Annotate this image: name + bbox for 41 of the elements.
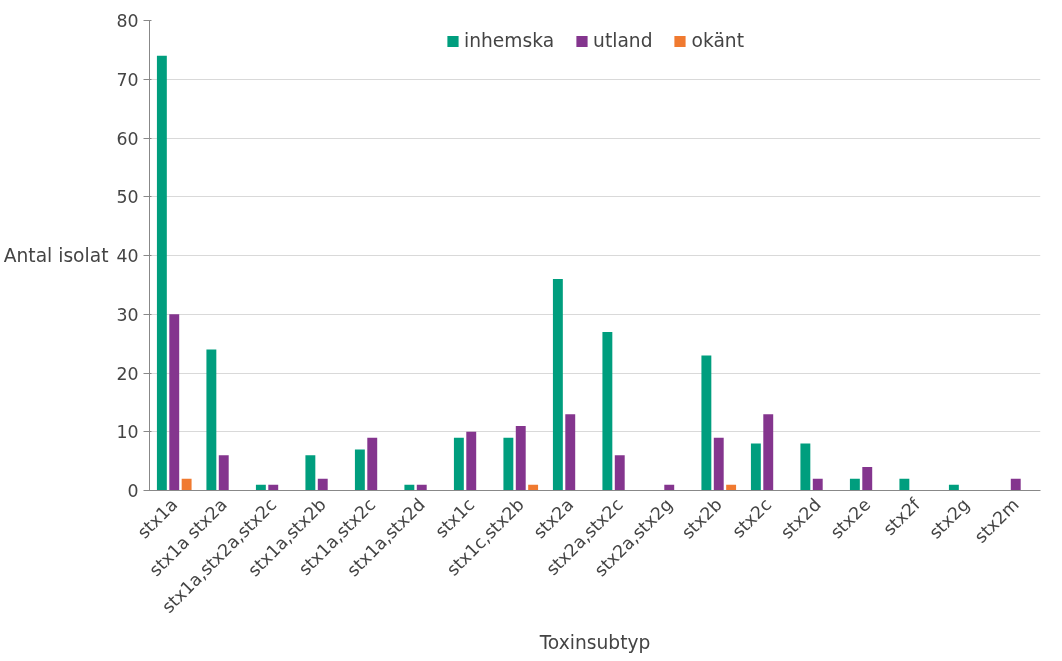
- bar: [453, 437, 464, 491]
- bar: [218, 455, 229, 491]
- bar: [169, 314, 180, 491]
- bar: [206, 349, 217, 491]
- bar: [317, 478, 328, 491]
- bar: [466, 431, 477, 491]
- x-axis-title: Toxinsubtyp: [538, 631, 651, 653]
- bar: [367, 437, 378, 491]
- bar: [763, 414, 774, 491]
- bar: [354, 449, 365, 491]
- y-tick-label: 20: [116, 363, 139, 384]
- legend-label: okänt: [691, 30, 745, 51]
- bar: [713, 437, 724, 491]
- bar: [552, 279, 563, 491]
- bar: [305, 455, 316, 491]
- y-tick-label: 70: [116, 69, 139, 90]
- y-tick-label: 50: [116, 187, 139, 208]
- bar: [156, 55, 167, 491]
- y-tick-label: 80: [116, 11, 139, 31]
- bar: [503, 437, 514, 491]
- bar: [701, 355, 712, 491]
- bar: [862, 467, 873, 491]
- bar: [812, 478, 823, 491]
- y-tick-label: 30: [116, 304, 139, 325]
- bar: [800, 443, 811, 491]
- y-tick-label: 10: [116, 422, 139, 443]
- legend-label: utland: [593, 30, 653, 51]
- y-tick-label: 60: [116, 128, 139, 149]
- bar: [565, 414, 576, 491]
- y-axis-title: Antal isolat: [3, 245, 109, 266]
- bar: [1010, 478, 1021, 491]
- bar: [602, 331, 613, 491]
- bar: [750, 443, 761, 491]
- y-tick-label: 40: [116, 246, 139, 266]
- y-tick-label: 0: [127, 481, 139, 501]
- bar: [849, 478, 860, 491]
- bar: [899, 478, 910, 491]
- bar: [614, 455, 625, 491]
- legend-label: inhemska: [463, 30, 555, 51]
- bar: [515, 425, 526, 491]
- bar: [181, 478, 192, 491]
